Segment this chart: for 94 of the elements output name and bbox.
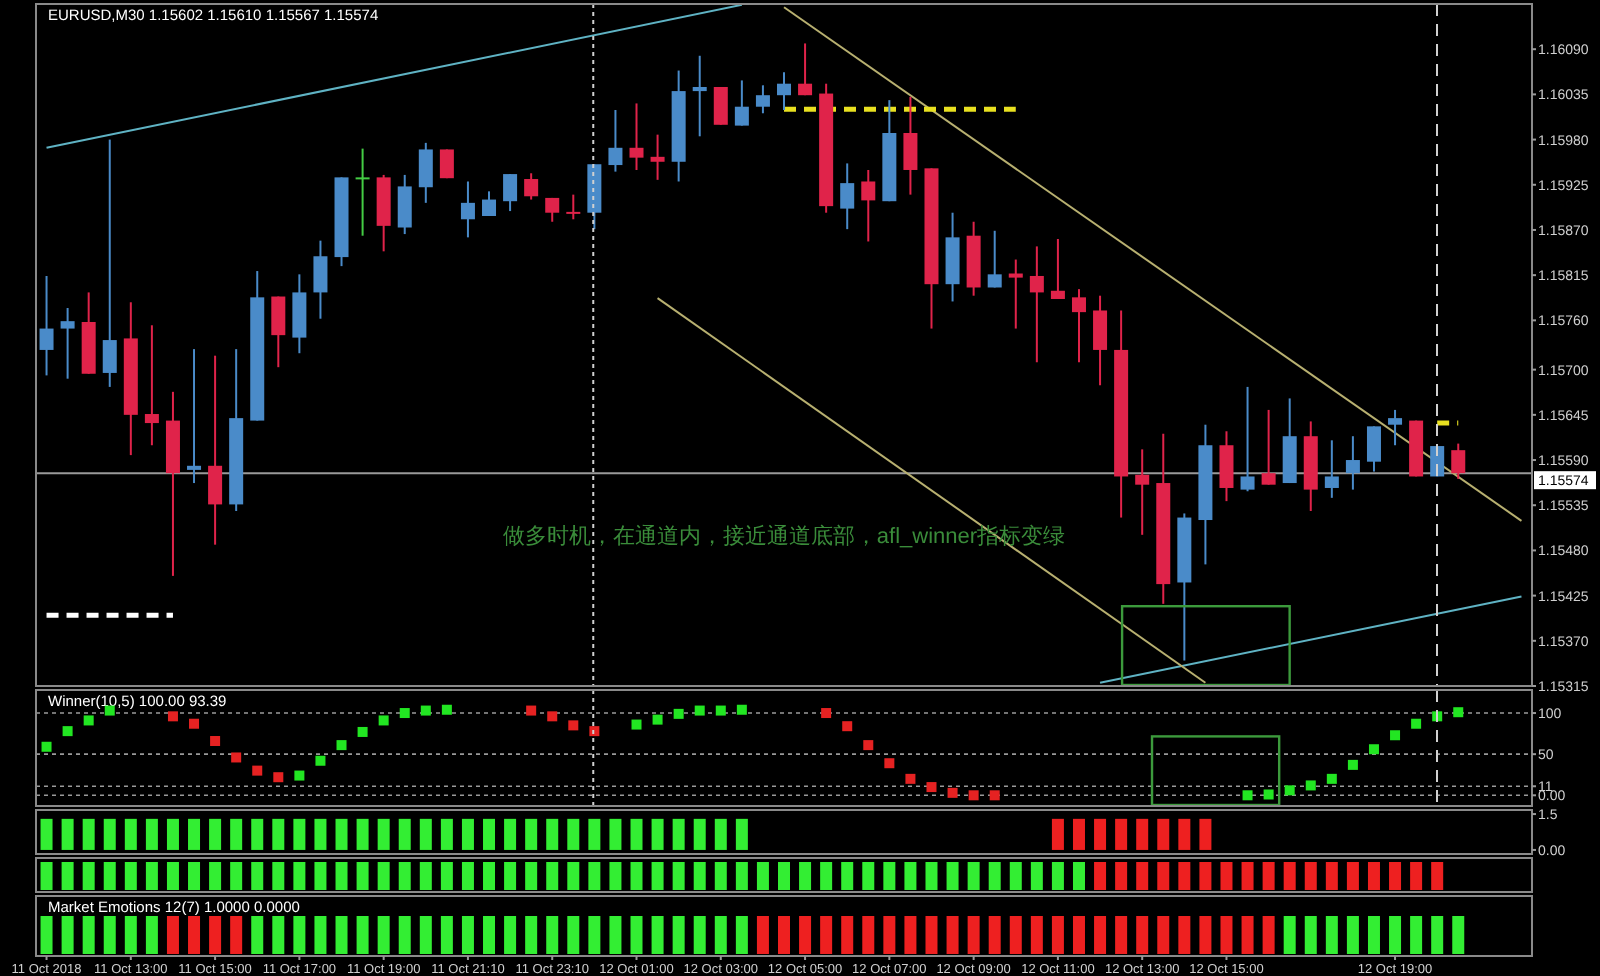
point: [357, 726, 368, 737]
point: [41, 741, 52, 752]
candlestick: [608, 109, 623, 173]
point: [821, 708, 832, 719]
point: [252, 765, 263, 776]
point: [1326, 773, 1337, 784]
candlestick: [460, 180, 475, 239]
point: [547, 711, 558, 722]
point: [1263, 789, 1274, 800]
point: [526, 705, 537, 716]
point: [989, 790, 1000, 801]
point: [863, 740, 874, 751]
point: [1242, 790, 1253, 801]
candlestick: [1282, 397, 1297, 485]
candlestick: [397, 173, 412, 236]
point: [273, 772, 284, 783]
candlestick: [777, 71, 791, 111]
candlestick: [144, 324, 159, 447]
candlestick: [1345, 435, 1360, 491]
point: [315, 755, 326, 766]
candlestick: [271, 295, 286, 369]
candlestick: [840, 162, 855, 231]
point: [167, 711, 178, 722]
point: [947, 787, 958, 798]
point: [231, 752, 242, 763]
candlestick: [861, 168, 876, 243]
point: [673, 708, 684, 719]
point: [652, 714, 663, 725]
point: [694, 705, 705, 716]
candlestick: [418, 141, 433, 204]
point: [399, 708, 410, 719]
point: [926, 782, 937, 793]
point: [1453, 707, 1464, 718]
point: [441, 704, 452, 715]
candlestick: [292, 273, 307, 355]
candlestick: [1093, 294, 1108, 387]
point: [631, 719, 642, 730]
candlestick: [313, 239, 328, 320]
point: [1347, 759, 1358, 770]
point: [62, 726, 73, 737]
candlestick: [692, 54, 707, 138]
candlestick: [355, 147, 370, 237]
candlestick: [1261, 408, 1276, 486]
candlestick: [524, 172, 539, 201]
point: [905, 773, 916, 784]
point: [1411, 718, 1422, 729]
candlestick: [1366, 425, 1381, 473]
candlestick: [566, 193, 581, 221]
point: [420, 705, 431, 716]
candlestick: [187, 348, 202, 485]
candlestick: [798, 42, 813, 97]
candlestick: [713, 85, 728, 126]
point: [568, 720, 579, 731]
candlestick: [1219, 430, 1234, 503]
candlestick: [39, 274, 54, 377]
candlestick: [1071, 288, 1086, 364]
candlestick: [482, 190, 497, 217]
point: [1368, 744, 1379, 755]
point: [210, 736, 221, 747]
candlestick: [1451, 442, 1466, 480]
candlestick: [755, 84, 770, 115]
candlestick: [903, 95, 918, 196]
candlestick: [734, 79, 749, 127]
point: [884, 758, 895, 769]
point: [1305, 780, 1316, 791]
candlestick: [1050, 238, 1065, 300]
candlestick: [1388, 408, 1403, 447]
candlestick: [1008, 258, 1023, 330]
point: [1284, 785, 1295, 796]
candlestick: [1324, 439, 1339, 499]
candlestick: [439, 148, 454, 180]
candlestick: [1135, 448, 1150, 536]
point: [842, 721, 853, 732]
candlestick: [1029, 245, 1044, 364]
candlestick: [629, 102, 644, 171]
annotation: 做多时机，在通道内，接近通道底部，afl_winner指标变绿: [502, 522, 1066, 549]
candlestick: [102, 138, 117, 388]
candlestick: [987, 229, 1002, 289]
candlestick: [503, 173, 518, 213]
candlestick: [208, 354, 223, 546]
candlestick: [60, 307, 75, 380]
point: [736, 704, 747, 715]
point: [715, 705, 726, 716]
point: [1390, 730, 1401, 741]
point: [968, 790, 979, 801]
point: [294, 770, 305, 781]
candlestick: [650, 133, 665, 181]
point: [336, 740, 347, 751]
point: [378, 715, 389, 726]
point: [589, 726, 600, 737]
point: [83, 715, 94, 726]
candlestick: [945, 211, 960, 303]
candlestick: [1240, 385, 1255, 493]
point: [189, 718, 200, 729]
